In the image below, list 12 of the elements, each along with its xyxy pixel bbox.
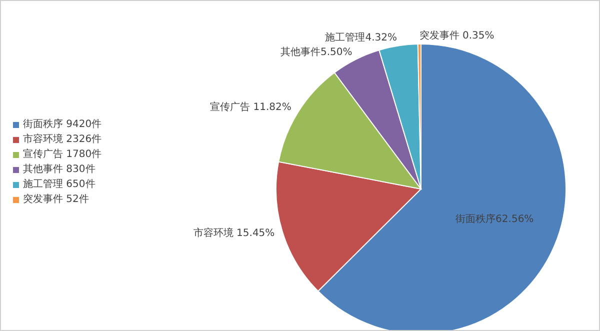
data-label: 施工管理4.32% bbox=[325, 31, 398, 44]
legend-label: 宣传广告 1780件 bbox=[23, 148, 102, 162]
data-label: 市容环境 15.45% bbox=[193, 227, 275, 240]
data-label: 街面秩序62.56% bbox=[456, 213, 534, 226]
legend-label: 市容环境 2326件 bbox=[23, 132, 102, 147]
data-label: 其他事件5.50% bbox=[280, 46, 352, 58]
legend-label: 街面秩序 9420件 bbox=[23, 118, 102, 132]
data-label: 突发事件 0.35% bbox=[419, 30, 494, 42]
legend-label: 突发事件 52件 bbox=[23, 192, 89, 207]
legend-label: 施工管理 650件 bbox=[23, 178, 96, 192]
data-label: 宣传广告 11.82% bbox=[210, 101, 292, 114]
legend-label: 其他事件 830件 bbox=[23, 162, 96, 177]
